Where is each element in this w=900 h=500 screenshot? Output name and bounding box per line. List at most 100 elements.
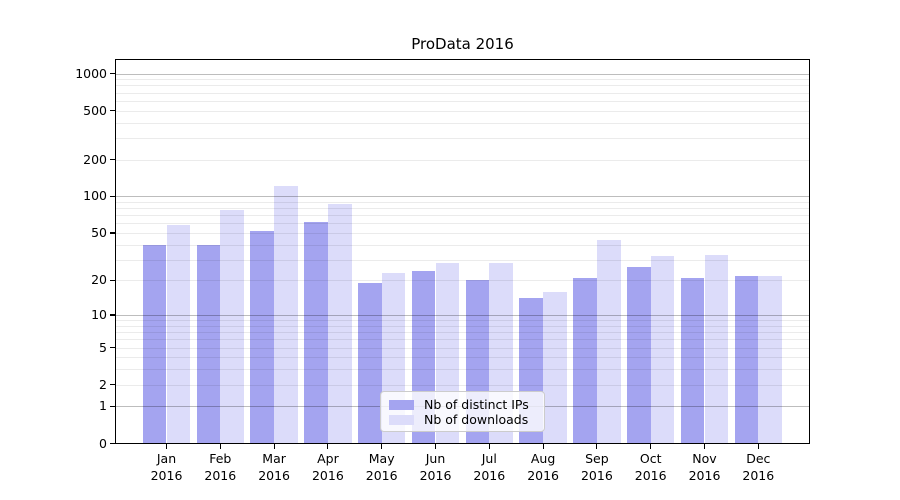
- gridline-minor: [115, 215, 810, 217]
- x-tick: [165, 443, 168, 449]
- gridline-minor: [115, 79, 810, 81]
- x-tick-label: Jan 2016: [150, 450, 183, 483]
- x-tick: [381, 443, 383, 449]
- x-tick: [219, 443, 221, 449]
- y-tick-label: 20: [91, 272, 107, 288]
- y-tick: [110, 405, 115, 407]
- gridline-minor: [115, 223, 810, 225]
- x-tick-label: Jul 2016: [473, 450, 506, 483]
- y-tick-label: 200: [83, 151, 107, 167]
- gridline-minor: [115, 357, 810, 359]
- gridline-minor: [115, 208, 810, 210]
- gridline-minor: [115, 201, 810, 203]
- bar: [734, 275, 759, 444]
- x-tick: [596, 443, 598, 449]
- y-tick-label: 5: [99, 339, 107, 355]
- x-tick: [650, 443, 652, 449]
- gridline-minor: [115, 92, 810, 94]
- x-tick-label: Oct 2016: [634, 450, 667, 483]
- bar: [543, 291, 567, 444]
- gridline-minor: [115, 110, 810, 112]
- gridline-minor: [115, 280, 810, 282]
- y-tick: [110, 158, 115, 161]
- gridline-minor: [115, 320, 810, 322]
- y-tick: [110, 346, 115, 349]
- legend-item-downloads: Nb of downloads: [389, 412, 536, 427]
- bar: [327, 204, 352, 444]
- bar: [680, 277, 705, 444]
- gridline-minor: [115, 325, 810, 327]
- bar: [573, 277, 597, 444]
- y-tick: [110, 195, 115, 197]
- y-tick-label: 500: [83, 102, 107, 118]
- y-tick-label: 2: [99, 376, 107, 392]
- x-tick: [703, 443, 706, 449]
- x-tick-label: Jun 2016: [419, 450, 452, 483]
- x-tick: [273, 443, 275, 449]
- bar: [627, 267, 651, 444]
- y-tick: [110, 279, 115, 282]
- bar: [758, 275, 782, 444]
- gridline-minor: [115, 369, 810, 371]
- y-tick: [110, 384, 115, 386]
- bar: [650, 256, 675, 444]
- y-tick: [110, 110, 115, 112]
- legend-label-distinct-ips: Nb of distinct IPs: [424, 397, 529, 412]
- bar: [596, 239, 621, 444]
- x-tick-label: Nov 2016: [688, 450, 721, 483]
- y-tick: [110, 232, 115, 234]
- gridline-minor: [115, 159, 810, 161]
- x-tick: [542, 443, 544, 449]
- legend-label-downloads: Nb of downloads: [424, 412, 529, 427]
- gridline-major: [115, 315, 810, 317]
- bar: [196, 244, 221, 444]
- bar: [220, 210, 244, 444]
- y-tick: [110, 442, 115, 445]
- x-tick-label: Sep 2016: [580, 450, 613, 483]
- y-tick-label: 50: [91, 224, 107, 240]
- y-tick-label: 100: [83, 188, 107, 204]
- gridline-major: [115, 196, 810, 198]
- bar: [704, 254, 729, 444]
- gridline-major: [115, 73, 810, 75]
- legend-swatch-downloads-icon: [389, 414, 414, 425]
- gridline-minor: [115, 339, 810, 341]
- x-tick-label: Apr 2016: [311, 450, 344, 483]
- chart-title: ProData 2016: [411, 35, 514, 53]
- gridline-minor: [115, 85, 810, 87]
- bar: [142, 244, 167, 444]
- y-tick-label: 10: [91, 307, 107, 323]
- bar: [250, 230, 275, 444]
- y-tick: [110, 314, 115, 316]
- gridline-minor: [115, 122, 810, 124]
- x-tick: [488, 443, 490, 449]
- x-tick: [757, 443, 759, 449]
- x-tick: [434, 443, 437, 449]
- bar: [304, 222, 328, 444]
- gridline-minor: [115, 347, 810, 349]
- y-tick: [110, 72, 115, 75]
- gridline-minor: [115, 384, 810, 386]
- x-tick: [327, 443, 329, 449]
- y-tick-label: 1000: [75, 65, 107, 81]
- x-tick-label: Aug 2016: [527, 450, 559, 483]
- bar: [166, 225, 191, 444]
- y-tick-label: 0: [99, 435, 107, 451]
- y-tick-label: 1: [99, 398, 107, 414]
- gridline-minor: [115, 332, 810, 334]
- x-tick-label: Dec 2016: [742, 450, 775, 483]
- gridline-minor: [115, 232, 810, 234]
- bar: [274, 186, 298, 444]
- gridline-minor: [115, 100, 810, 102]
- x-tick-label: May 2016: [365, 450, 398, 483]
- legend: Nb of distinct IPs Nb of downloads: [380, 391, 545, 432]
- gridline-minor: [115, 244, 810, 246]
- x-tick-label: Feb 2016: [204, 450, 237, 483]
- bar: [358, 283, 382, 444]
- legend-swatch-distinct-ips-icon: [389, 399, 414, 410]
- legend-item-distinct-ips: Nb of distinct IPs: [389, 397, 536, 412]
- gridline-minor: [115, 137, 810, 139]
- gridline-minor: [115, 259, 810, 261]
- x-tick-label: Mar 2016: [258, 450, 290, 483]
